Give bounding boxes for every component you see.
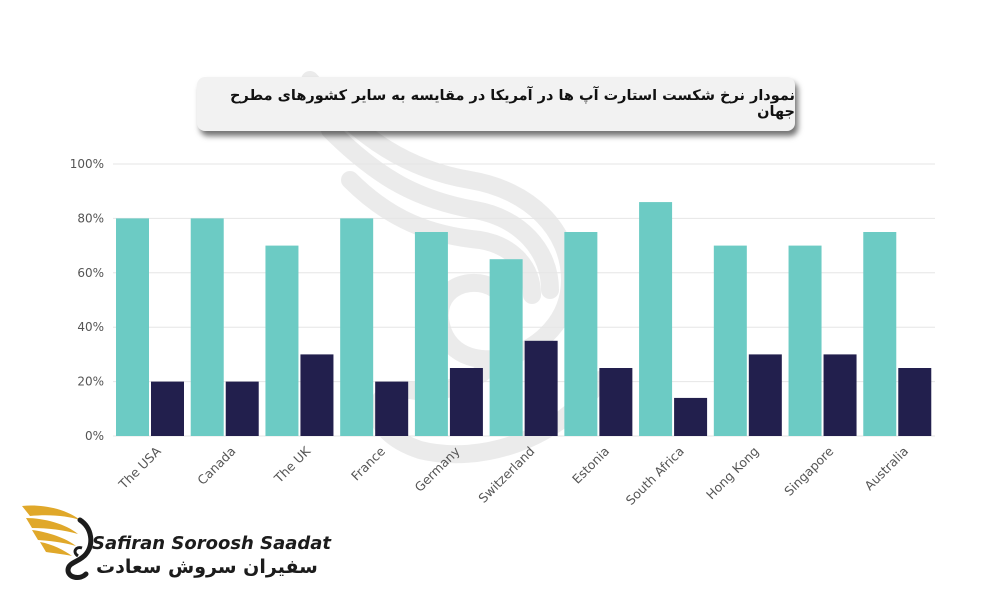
x-tick-label: Singapore bbox=[781, 443, 836, 498]
bar-series-2 bbox=[599, 368, 633, 436]
x-tick-label: South Africa bbox=[623, 444, 687, 508]
brand-logo-icon bbox=[22, 505, 94, 580]
x-tick-label: Canada bbox=[194, 444, 238, 488]
x-tick-label: France bbox=[348, 443, 388, 483]
chart-title: نمودار نرخ شکست استارت آپ ها در آمریکا د… bbox=[229, 88, 795, 120]
bar-series-2 bbox=[898, 368, 932, 436]
x-tick-label: The USA bbox=[115, 443, 164, 492]
brand-name-fa: سفیران سروش سعادت bbox=[96, 556, 318, 578]
bar-series-2 bbox=[674, 397, 708, 436]
bar-series-1 bbox=[788, 245, 822, 436]
bar-series-1 bbox=[713, 245, 747, 436]
bar-series-2 bbox=[151, 381, 184, 436]
bar-series-1 bbox=[863, 232, 897, 436]
bar-series-1 bbox=[639, 202, 673, 436]
bar-series-1 bbox=[116, 218, 149, 436]
bar-series-2 bbox=[524, 340, 558, 436]
y-tick-label: 0% bbox=[85, 429, 104, 443]
bar-series-1 bbox=[564, 232, 598, 436]
bar-series-1 bbox=[489, 259, 523, 436]
brand-name-en: Safiran Soroosh Saadat bbox=[92, 533, 332, 554]
x-tick-label: Germany bbox=[412, 443, 464, 495]
x-tick-label: Australia bbox=[861, 444, 911, 494]
y-tick-label: 100% bbox=[70, 157, 104, 171]
bar-series-2 bbox=[823, 354, 857, 436]
bar-series-1 bbox=[190, 218, 224, 436]
x-tick-label: Estonia bbox=[569, 444, 612, 487]
y-tick-label: 40% bbox=[77, 320, 104, 334]
x-tick-label: Hong Kong bbox=[703, 444, 762, 503]
bar-series-2 bbox=[375, 381, 409, 436]
x-tick-label: Switzerland bbox=[475, 444, 537, 506]
chart-title-box: نمودار نرخ شکست استارت آپ ها در آمریکا د… bbox=[197, 77, 795, 131]
bar-series-2 bbox=[449, 368, 483, 436]
y-tick-label: 20% bbox=[77, 375, 104, 389]
y-tick-label: 60% bbox=[77, 266, 104, 280]
bar-series-2 bbox=[300, 354, 334, 436]
bar-series-1 bbox=[265, 245, 299, 436]
bar-series-2 bbox=[748, 354, 782, 436]
x-tick-label: The UK bbox=[270, 443, 313, 486]
y-tick-label: 80% bbox=[77, 211, 104, 225]
bar-series-1 bbox=[340, 218, 374, 436]
bar-series-1 bbox=[414, 232, 448, 436]
bar-series-2 bbox=[225, 381, 259, 436]
